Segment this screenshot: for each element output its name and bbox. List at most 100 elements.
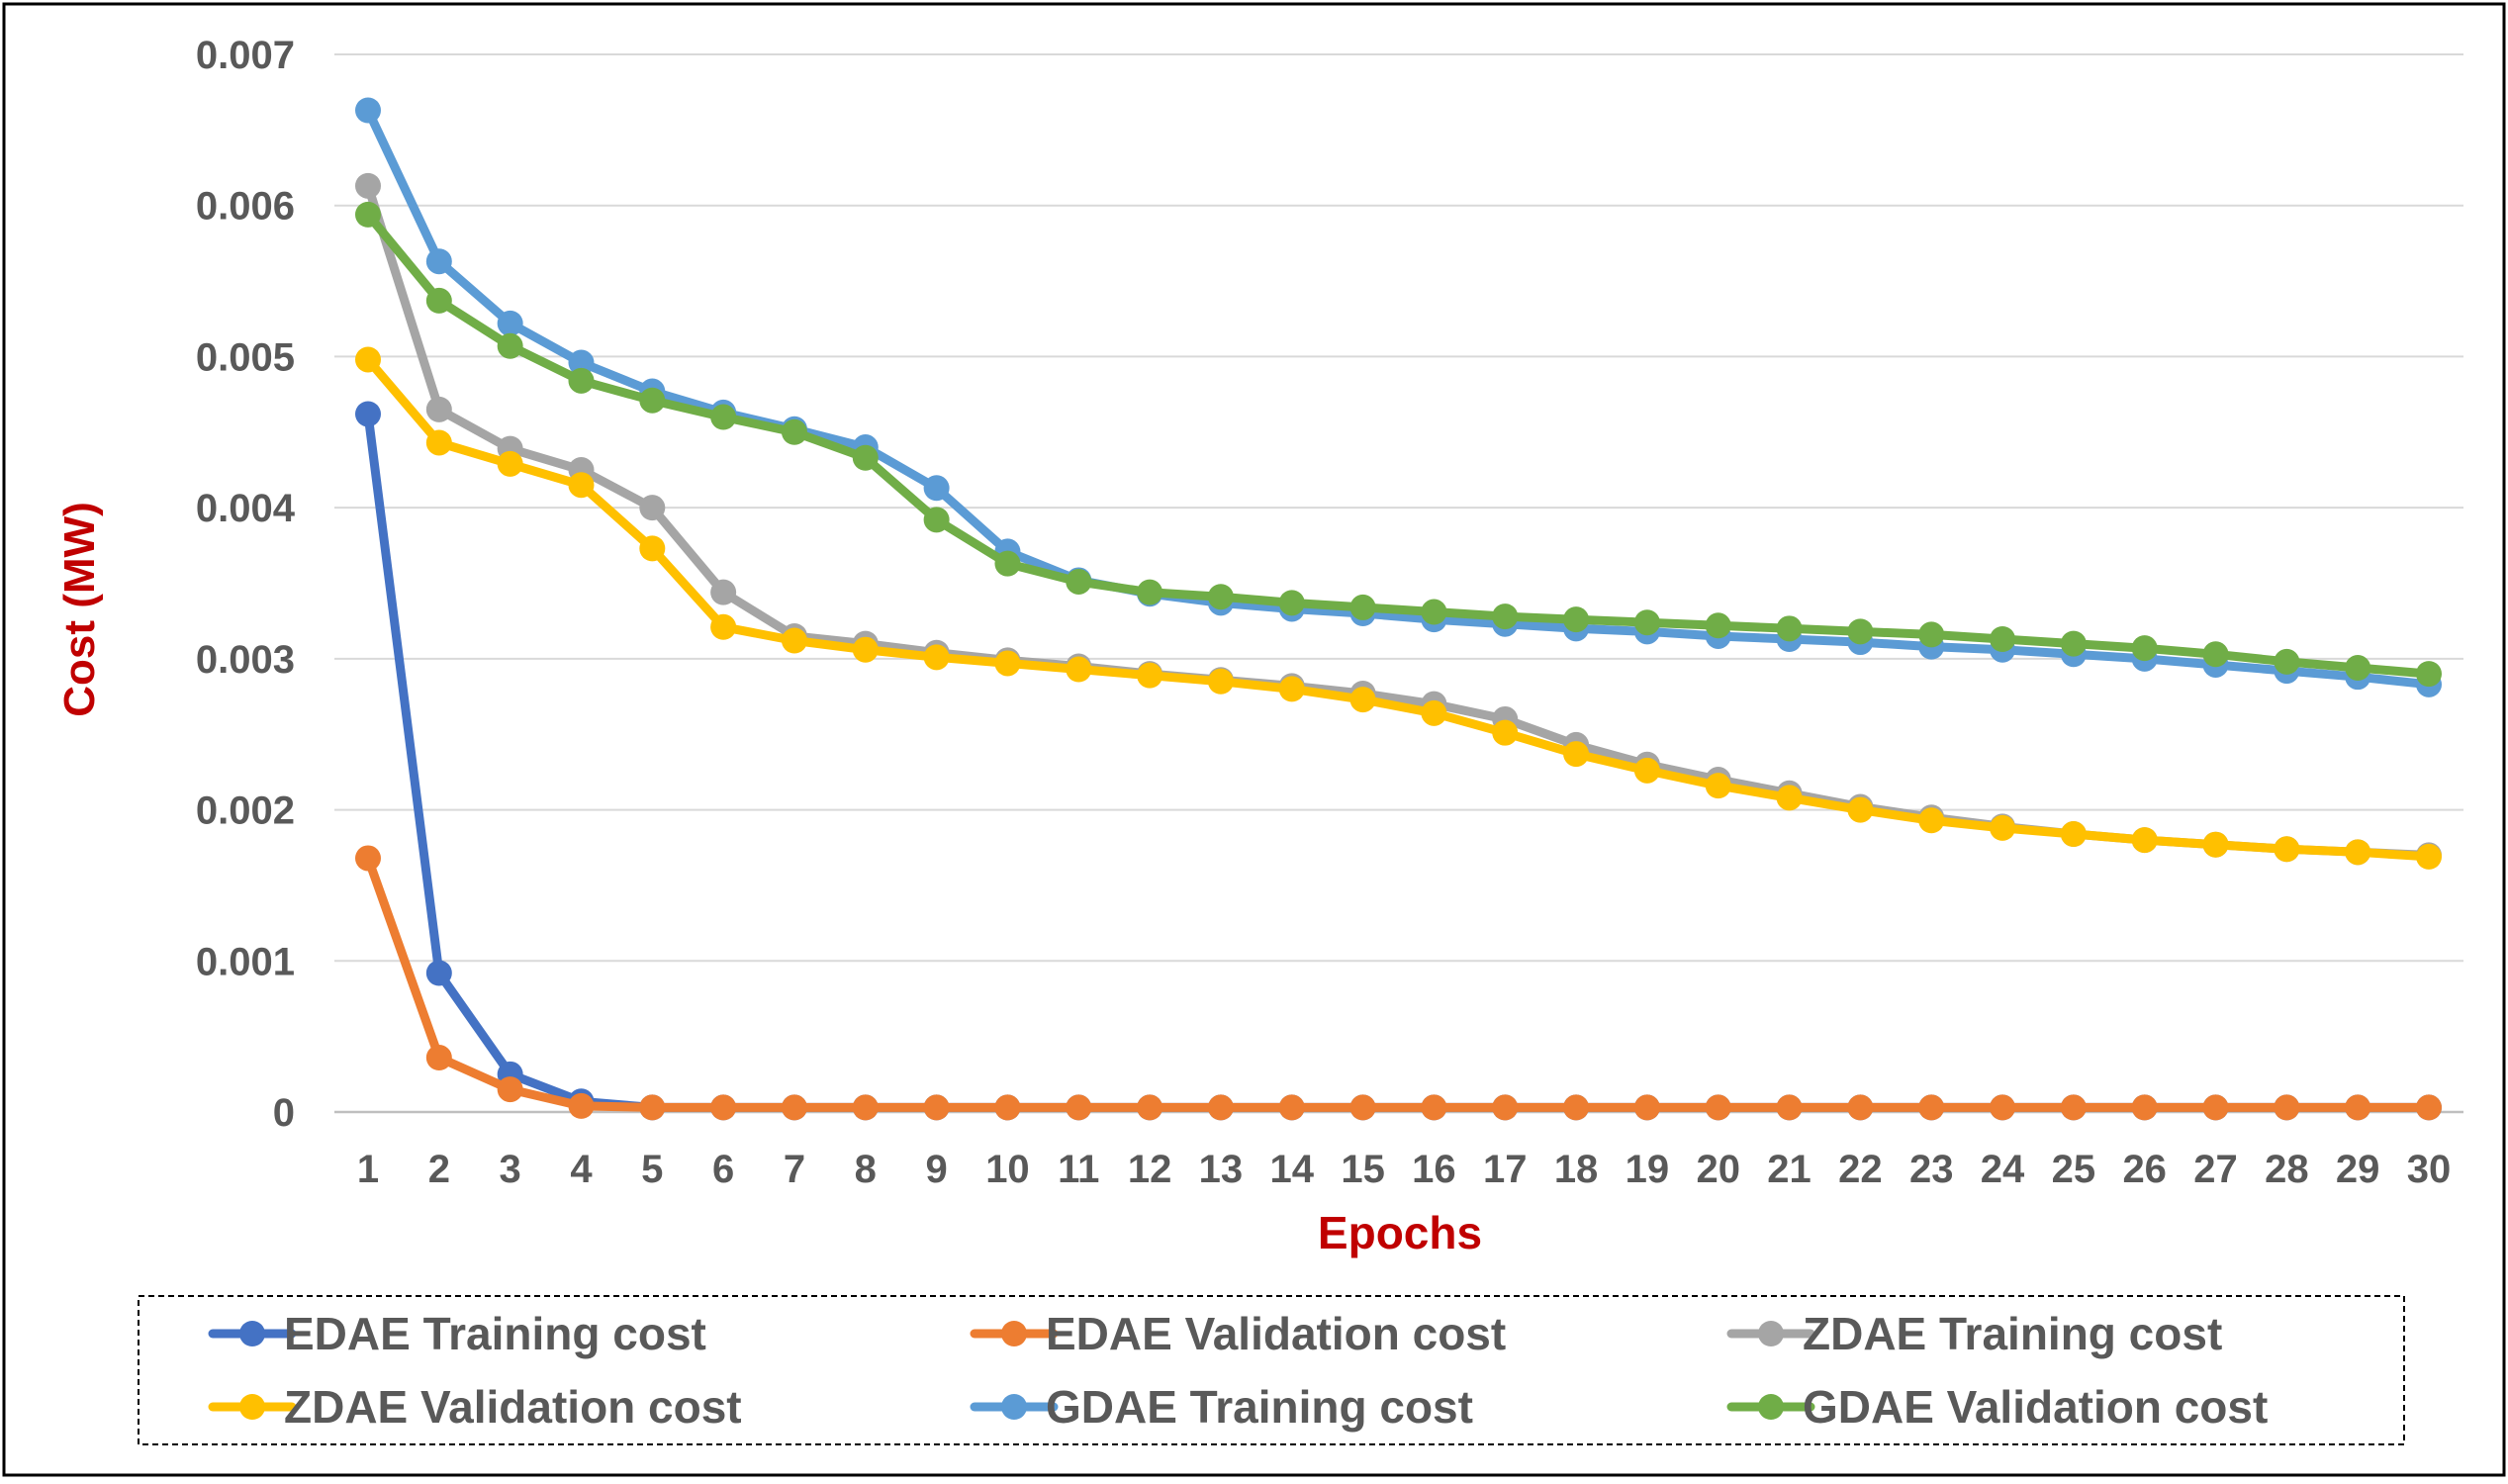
data-point [639, 387, 666, 414]
data-point [2274, 836, 2300, 863]
data-point [923, 644, 950, 671]
data-point [1421, 599, 1447, 625]
y-axis-ticks: 0 0.001 0.002 0.003 0.004 0.005 0.006 0.007 [196, 34, 296, 1135]
x-tick-label: 21 [1767, 1148, 1811, 1191]
data-point [355, 97, 381, 124]
data-point [2416, 843, 2442, 870]
data-point [2131, 635, 2158, 662]
data-point [1349, 1094, 1376, 1121]
legend-label: ZDAE Training cost [1803, 1308, 2222, 1359]
data-point [2345, 839, 2371, 866]
data-point [568, 349, 595, 376]
x-tick-label: 29 [2336, 1148, 2380, 1191]
legend-item: GDAE Training cost [970, 1381, 1473, 1433]
x-tick-label: 22 [1838, 1148, 1883, 1191]
data-point [923, 507, 950, 533]
y-tick-label: 0.002 [196, 789, 295, 833]
data-point [2202, 831, 2229, 858]
data-point [2274, 1094, 2300, 1121]
y-tick-label: 0.004 [196, 487, 296, 530]
data-point [355, 346, 381, 373]
x-tick-label: 9 [925, 1148, 947, 1191]
legend: EDAE Training cost EDAE Validation cost ZD… [208, 1308, 2268, 1433]
x-tick-label: 23 [1909, 1148, 1954, 1191]
data-point [1421, 699, 1447, 726]
data-point [1918, 621, 1945, 648]
legend-marker [1001, 1394, 1027, 1420]
data-point [425, 1045, 452, 1071]
data-point [2060, 630, 2087, 657]
data-point [1207, 668, 1234, 695]
legend-marker [1758, 1321, 1784, 1346]
x-axis-ticks: 1 2 3 4 5 6 7 8 9 10 11 12 13 14 15 16 17 18 19 20 21 22 23 24 2… [357, 1148, 2451, 1191]
x-tick-label: 16 [1412, 1148, 1456, 1191]
x-tick-label: 1 [357, 1148, 379, 1191]
x-tick-label: 26 [2122, 1148, 2167, 1191]
legend-box [138, 1295, 2405, 1445]
series-group [355, 97, 2442, 1121]
legend-item: EDAE Validation cost [970, 1308, 1506, 1359]
data-point [710, 404, 737, 430]
x-tick-label: 6 [712, 1148, 734, 1191]
data-point [1207, 584, 1234, 610]
data-point [425, 396, 452, 422]
data-point [1278, 676, 1305, 702]
data-point [710, 613, 737, 640]
data-point [1349, 687, 1376, 713]
data-point [923, 475, 950, 502]
data-point [1705, 612, 1731, 639]
data-point [568, 367, 595, 394]
data-point [781, 418, 807, 445]
data-point [639, 1094, 666, 1121]
x-tick-label: 27 [2193, 1148, 2238, 1191]
data-point [2202, 641, 2229, 668]
data-point [639, 535, 666, 562]
data-point [852, 444, 879, 471]
data-point [852, 636, 879, 663]
data-point [1776, 615, 1803, 642]
data-point [1421, 1094, 1447, 1121]
data-point [355, 201, 381, 228]
data-point [1137, 579, 1163, 605]
data-point [1207, 1094, 1234, 1121]
data-point [1066, 656, 1092, 683]
data-point [710, 1094, 737, 1121]
legend-item: EDAE Training cost [208, 1308, 706, 1359]
data-point [2202, 1094, 2229, 1121]
series-edae-validation-cost [355, 845, 2442, 1121]
data-point [923, 1094, 950, 1121]
data-point [497, 450, 523, 477]
data-point [425, 960, 452, 986]
x-tick-label: 2 [428, 1148, 450, 1191]
data-point [355, 845, 381, 872]
legend-label: EDAE Validation cost [1046, 1308, 1506, 1359]
x-tick-label: 19 [1626, 1148, 1670, 1191]
data-point [1990, 814, 2016, 841]
data-point [1492, 603, 1519, 630]
y-tick-label: 0.003 [196, 638, 295, 682]
data-point [1066, 1094, 1092, 1121]
legend-marker [1001, 1321, 1027, 1346]
data-point [497, 1076, 523, 1103]
legend-item: GDAE Validation cost [1726, 1381, 2268, 1433]
grid-lines [334, 53, 2463, 1114]
x-tick-label: 30 [2407, 1148, 2452, 1191]
data-point [639, 495, 666, 521]
data-point [1492, 719, 1519, 746]
data-point [852, 1094, 879, 1121]
data-point [497, 332, 523, 359]
legend-label: GDAE Training cost [1046, 1381, 1473, 1433]
y-tick-label: 0.006 [196, 185, 295, 229]
data-point [568, 472, 595, 499]
data-point [1990, 1094, 2016, 1121]
data-point [1705, 1094, 1731, 1121]
data-point [425, 429, 452, 456]
legend-label: GDAE Validation cost [1803, 1381, 2268, 1433]
data-point [355, 401, 381, 427]
data-point [781, 627, 807, 654]
data-point [1137, 662, 1163, 689]
data-point [1066, 568, 1092, 595]
